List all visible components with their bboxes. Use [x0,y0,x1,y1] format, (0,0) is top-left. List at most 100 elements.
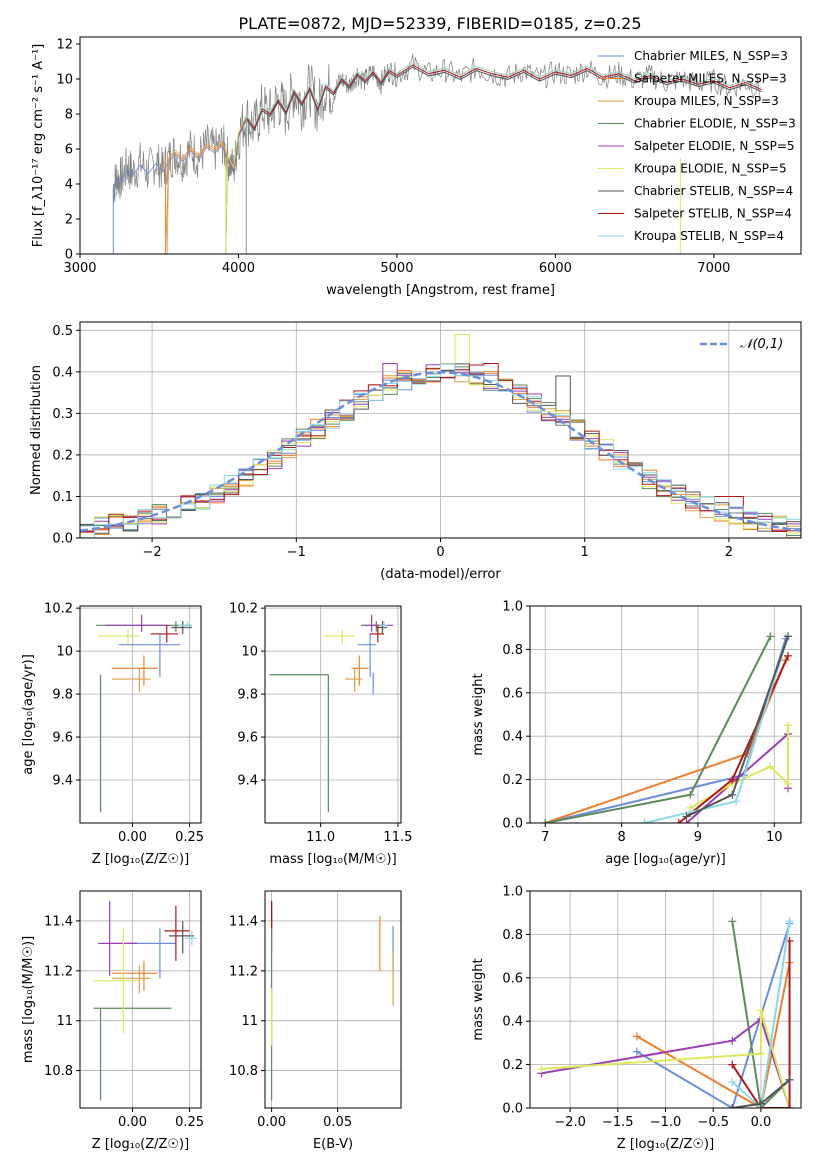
errorbar-point-2 [345,668,363,692]
weight-marker [686,790,695,799]
model-line-7 [245,64,762,254]
y-tick-label: 1.0 [502,600,523,615]
y-tick-label: 10 [56,645,73,660]
x-tick-label: 2 [725,545,733,560]
weight-marker [728,1036,737,1045]
chart-mass_vs_Z: 0.00 0.25 10.8 11 11.2 11.4 Z [log₁₀(Z/Z☉)] mas… [21,890,204,1152]
x-tick-label: 0.00 [257,1115,286,1130]
x-axis-label: mass [log₁₀(M/M☉)] [269,852,396,867]
y-tick-label: 0 [65,248,73,263]
weight-marker [785,917,794,926]
weight-line-2 [731,921,791,1108]
x-tick-label: 0.25 [175,830,204,845]
chart-spectrum: 3000 4000 5000 6000 7000 0 2 4 6 8 10 12 wavelength … [31,36,802,298]
y-axis-label: mass [log₁₀(M/M☉)] [21,936,36,1063]
errorbar-point-5 [93,928,140,1034]
y-tick-label: 9.6 [52,731,73,746]
figure-title: PLATE=0872, MJD=52339, FIBERID=0185, z=0… [238,14,641,33]
legend-label-4: Salpeter ELODIE, N_SSP=5 [634,139,795,153]
weight-marker [728,1077,737,1086]
errorbar-point-5 [323,629,355,645]
weight-marker [784,779,793,788]
errorbar-point-7 [370,625,384,643]
x-tick-label: −1.5 [602,1115,634,1130]
errorbar-point-1 [111,655,158,686]
errorbar-point-3 [95,621,192,632]
weight-marker [682,812,691,821]
x-tick-label: 0.25 [175,1115,204,1130]
y-tick-label: 10 [241,645,258,660]
y-tick-label: 10.2 [44,602,73,617]
x-tick-label: −1.0 [650,1115,682,1130]
legend-label-8: Kroupa STELIB, N_SSP=4 [634,229,784,243]
x-tick-label: 11.0 [306,830,335,845]
y-axis-label: Flux [f_λ10⁻¹⁷ erg cm⁻² s⁻¹ A⁻¹] [31,44,46,248]
errorbar-point-0 [118,633,181,677]
y-axis-label: Normed distribution [29,365,44,495]
weight-line-6 [644,636,789,823]
y-tick-label: 6 [65,143,73,158]
weight-marker [732,797,741,806]
x-axis-label: wavelength [Angstrom, rest frame] [326,283,555,298]
y-tick-label: 2 [65,213,73,228]
y-tick-label: 0.1 [52,490,73,505]
weight-marker [728,790,737,799]
legend-label-7: Salpeter STELIB, N_SSP=4 [634,207,792,221]
x-tick-label: 7 [541,830,549,845]
legend-label-6: Chabrier STELIB, N_SSP=4 [634,184,793,198]
errorbar-point-0 [357,633,377,677]
weight-marker [766,632,775,641]
axes-frame [79,890,202,1109]
x-tick-label: 0.00 [118,830,147,845]
weight-marker [785,1075,794,1084]
axes-frame [264,890,402,1109]
weight-marker [728,775,737,784]
x-tick-label: 10 [766,830,783,845]
chart-residuals: −2 −1 0 1 2 0.0 0.1 0.2 0.3 0.4 0.5 (data-model)/er… [29,321,802,582]
weight-marker [784,721,793,730]
weight-marker [756,1099,765,1108]
errorbar-point-8 [379,621,388,630]
y-tick-label: 1.0 [502,885,523,900]
errorbar-point-4 [363,614,394,632]
plot-area-mass_vs_Z [93,900,197,1101]
histogram-series-8 [80,363,801,538]
plot-area-age_vs_Z [95,614,192,813]
y-tick-label: 8 [65,108,73,123]
y-tick-label: 10.8 [44,1064,73,1079]
y-tick-label: 0.4 [502,730,523,745]
y-tick-label: 0.4 [502,1015,523,1030]
legend-label-normal: 𝒩(0,1) [740,337,783,352]
plot-area-age_vs_mass [269,614,394,813]
x-axis-label: E(B-V) [313,1137,353,1152]
weight-marker [784,651,793,660]
x-tick-label: 0.00 [118,1115,147,1130]
weight-marker [766,762,775,771]
errorbar-point-2 [111,965,151,994]
y-tick-label: 12 [56,38,73,53]
plot-area-weight_vs_age [541,632,793,823]
errorbar-point-5 [98,629,140,645]
y-tick-label: 0.0 [52,532,73,547]
x-tick-label: 9 [694,830,702,845]
x-tick-label: 3000 [63,261,96,276]
y-tick-label: 0.0 [502,1102,523,1117]
normal-curve [80,371,801,532]
model-line-6 [245,66,762,254]
x-tick-label: 7000 [697,261,730,276]
x-axis-label: age [log₁₀(age/yr)] [605,852,726,867]
weight-marker [728,1104,737,1108]
x-tick-label: −0.5 [697,1115,729,1130]
spectrum-legend: Chabrier MILES, N_SSP=3 Salpeter MILES, N… [598,49,796,243]
x-tick-label: 0.05 [323,1115,352,1130]
weight-marker [632,1047,641,1056]
legend-label-0: Chabrier MILES, N_SSP=3 [634,49,788,63]
y-tick-label: 0.4 [52,365,73,380]
y-tick-label: 11.2 [229,964,258,979]
y-tick-label: 9.6 [237,731,258,746]
weight-line-4 [541,1010,791,1108]
y-axis-label: mass weight [471,673,486,755]
y-tick-label: 10.2 [229,602,258,617]
